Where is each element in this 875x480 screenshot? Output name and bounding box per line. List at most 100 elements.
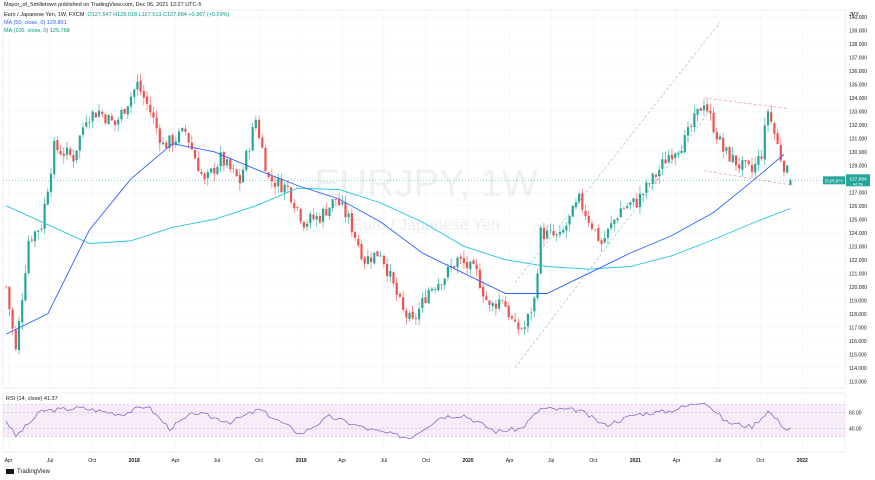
candle-down [600, 240, 603, 244]
candle-up [373, 252, 376, 264]
y-tick-label: 132.000 [849, 123, 867, 129]
candle-up [696, 108, 699, 115]
candle-down [293, 202, 296, 209]
candle-up [254, 119, 257, 129]
candle-down [722, 137, 725, 152]
candle-up [594, 229, 597, 231]
candle-up [216, 166, 219, 175]
candle-down [334, 199, 337, 200]
candle-up [638, 193, 642, 208]
candle-down [14, 329, 17, 350]
candle-down [155, 117, 158, 129]
y-tick-label: 137.000 [849, 55, 867, 61]
candle-up [686, 127, 690, 136]
candle-down [622, 208, 626, 209]
candle-down [424, 297, 427, 303]
candle-up [658, 169, 661, 177]
candle-up [491, 303, 494, 307]
x-tick-label: 2019 [296, 458, 307, 464]
candle-down [113, 120, 117, 126]
candle-down [318, 215, 321, 223]
candle-down [56, 140, 59, 151]
candle-down [149, 104, 152, 113]
candle-up [181, 128, 184, 132]
candle-down [280, 178, 283, 193]
candle-up [347, 213, 350, 218]
x-tick-label: Jul [47, 458, 53, 464]
x-tick-label: Jul [381, 458, 387, 464]
candle-down [776, 133, 779, 144]
rsi-tick-label: 40.00 [849, 426, 862, 432]
y-tick-label: 123.000 [849, 244, 867, 250]
candle-down [782, 160, 786, 173]
y-tick-label: 127.000 [849, 190, 867, 196]
candle-down [187, 133, 190, 143]
candle-down [94, 112, 97, 118]
candle-down [8, 286, 11, 310]
x-tick-label: Oct [589, 458, 597, 464]
candle-up [683, 135, 686, 153]
candle-up [536, 273, 539, 299]
candle-up [645, 182, 648, 193]
x-tick-label: Oct [756, 458, 764, 464]
candle-up [161, 142, 165, 145]
candle-down [229, 159, 232, 170]
candle-down [590, 223, 594, 229]
candle-down [459, 256, 462, 259]
y-tick-label: 119.000 [849, 298, 867, 304]
candle-down [398, 293, 401, 297]
candle-down [510, 316, 514, 319]
candle-down [747, 160, 750, 165]
candle-down [514, 319, 517, 322]
candle-down [350, 212, 353, 233]
y-tick-label: 116.000 [849, 339, 867, 345]
candle-up [610, 223, 613, 229]
ma100-legend: MA (100, close, 0) 125.768 [4, 28, 70, 35]
candle-down [353, 231, 357, 238]
candle-down [488, 300, 491, 305]
y-tick-label: 130.000 [849, 150, 867, 156]
candle-down [690, 126, 693, 127]
candle-up [120, 109, 123, 120]
candle-up [341, 202, 344, 205]
candle-down [184, 128, 187, 132]
candle-up [126, 106, 129, 115]
candle-down [472, 260, 475, 264]
y-tick-label: 117.000 [849, 325, 867, 331]
candle-down [72, 155, 75, 162]
x-tick-label: Apr [5, 458, 13, 464]
candle-up [88, 122, 91, 124]
price-tag-symbol-bg [823, 176, 845, 185]
candle-up [43, 203, 46, 229]
price-tag-value: 127.884 [849, 176, 867, 182]
candle-up [629, 202, 632, 205]
candle-up [789, 180, 792, 185]
candle-up [107, 115, 110, 125]
candle-down [773, 123, 776, 134]
candle-up [305, 223, 309, 227]
y-tick-label: 136.000 [849, 69, 867, 75]
ma50-legend: MA (50, close, 0) 129.801 [4, 20, 67, 27]
candle-up [651, 173, 654, 185]
candle-down [501, 300, 504, 302]
candle-down [494, 303, 498, 309]
candle-down [581, 193, 584, 210]
candle-down [273, 182, 277, 187]
candle-up [241, 169, 245, 183]
y-tick-label: 115.000 [849, 352, 867, 358]
candle-down [289, 187, 293, 203]
candle-down [712, 112, 715, 133]
candle-up [427, 289, 430, 304]
candle-up [757, 155, 760, 165]
candle-down [715, 131, 718, 140]
candle-up [177, 131, 181, 143]
candle-up [75, 150, 78, 161]
price-tag-value-bg [846, 174, 870, 187]
candle-up [562, 230, 565, 233]
candle-up [49, 173, 53, 192]
candle-up [430, 288, 434, 291]
candle-down [728, 147, 731, 162]
candle-down [635, 198, 638, 208]
candle-down [270, 176, 273, 182]
